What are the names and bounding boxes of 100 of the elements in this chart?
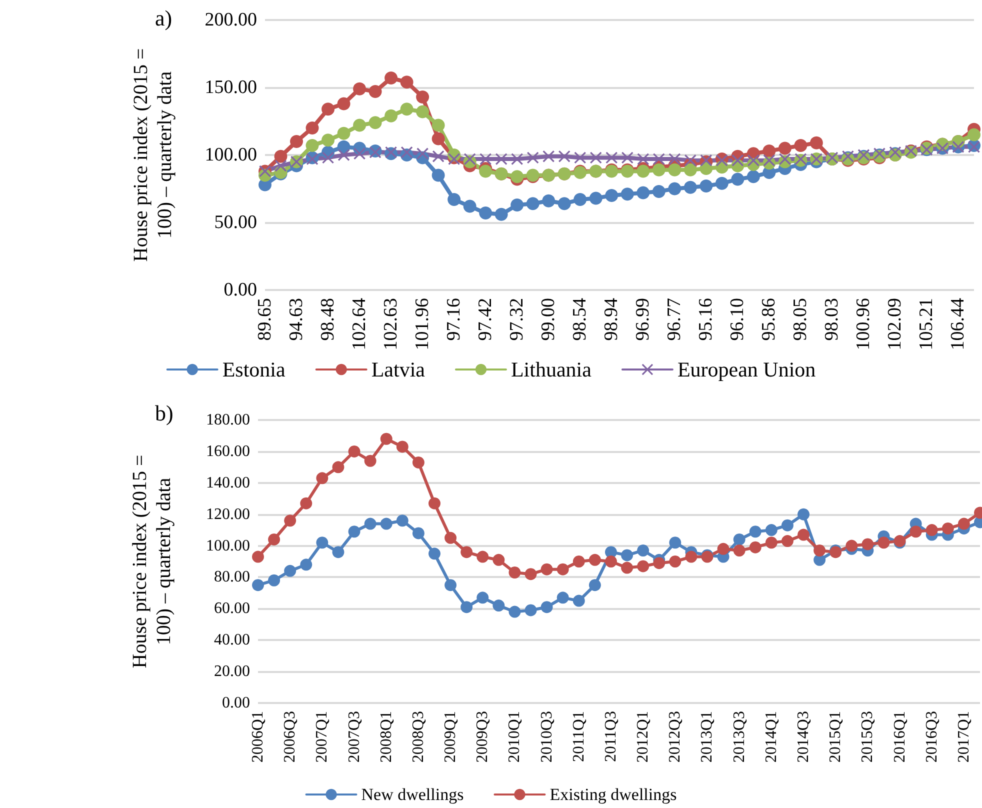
point [748,154,760,166]
legend-label: Lithuania [510,358,592,382]
point [316,472,328,484]
point [604,556,617,568]
point [464,153,476,165]
point [384,72,398,85]
point [444,532,457,544]
point [332,461,344,474]
point [606,152,618,164]
point [300,497,312,510]
point [605,189,618,202]
point [968,128,980,142]
point [412,527,424,540]
point [494,208,508,221]
y-tick-label: 100.00 [204,144,257,166]
x-tick-label: 96.77 [664,298,686,341]
point [368,85,382,98]
x-tick-label: 102.63 [380,298,402,350]
x-tick-label: 2006Q3 [282,711,299,763]
point [444,579,457,592]
point [479,206,492,220]
x-tick-label: 2015Q1 [827,711,844,763]
x-tick-label: 98.54 [570,298,591,341]
x-tick-label: 98.94 [601,298,622,341]
point [510,198,524,212]
point [749,541,762,554]
point [364,518,376,530]
y-tick-label: 100.00 [206,537,250,554]
legend-label: Latvia [371,358,426,382]
point [778,142,792,155]
point [556,563,569,576]
y-tick-label: 160.00 [206,442,250,460]
point [684,163,697,176]
x-tick-label: 2016Q3 [923,711,940,763]
x-tick-label: 98.03 [822,298,843,341]
point [306,122,319,134]
point [479,164,492,178]
y-tick-label: 0.00 [222,694,250,712]
point [448,193,461,206]
point [348,526,360,538]
point [480,153,492,165]
x-tick-label: 101.96 [412,298,434,350]
point [717,542,730,555]
point [380,432,392,445]
point [252,579,264,592]
x-tick-label: 2009Q3 [474,711,492,763]
y-tick-label: 0.00 [224,280,257,300]
x-tick-label: 2011Q1 [570,711,588,762]
point [765,536,778,549]
point [412,456,424,468]
y-tick-label: 180.00 [206,412,250,428]
point [306,139,319,152]
point [942,522,954,534]
y-tick-label: 20.00 [214,663,250,680]
point [862,538,874,550]
point [684,154,696,166]
point [332,546,344,558]
point [400,76,414,89]
point [353,82,366,96]
point [621,549,634,562]
point [284,514,296,527]
x-tick-label: 102.64 [349,298,370,350]
chart-title: a) [155,6,172,30]
point [653,153,665,165]
point [684,180,697,194]
chart-title: b) [155,400,174,426]
legend-label: Estonia [222,358,286,382]
point [637,560,650,572]
point [572,556,585,568]
x-tick-label: 2006Q1 [250,711,266,763]
point [878,536,890,549]
point [508,566,521,578]
point [540,563,553,576]
x-tick-label: 2010Q1 [506,711,524,763]
point [432,118,445,132]
point [731,172,744,186]
point [653,557,666,570]
point [476,550,489,563]
point [252,550,264,563]
point [316,536,328,549]
point [508,606,521,618]
point [668,153,680,165]
point [846,540,858,552]
point [416,105,430,118]
point [668,163,682,176]
point [732,154,744,166]
x-tick-label: 2012Q1 [634,711,652,763]
x-tick-label: 2012Q3 [666,711,684,763]
x-tick-label: 2016Q1 [891,711,908,763]
y-tick-label: 60.00 [214,600,250,618]
point [749,526,762,538]
point [669,556,682,568]
point [492,554,505,566]
point [814,544,826,556]
point [354,148,366,160]
point [781,535,794,548]
point [284,564,296,577]
point [574,152,586,164]
point [781,519,794,532]
point [622,152,634,164]
